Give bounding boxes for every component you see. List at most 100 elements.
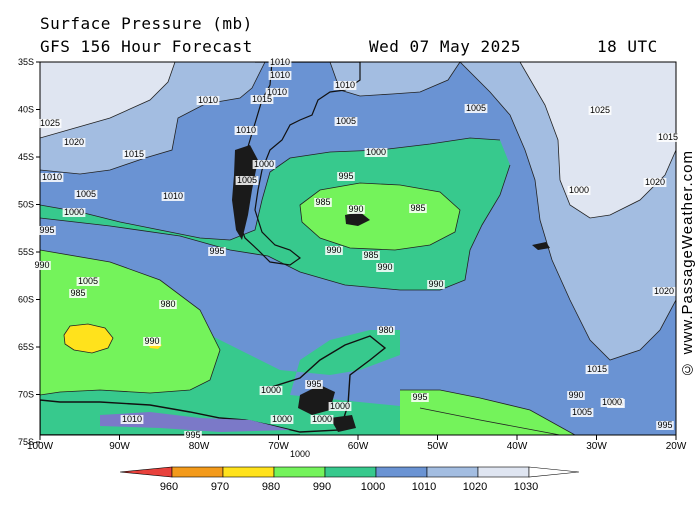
isobar-label-bg [656,133,680,142]
isobar-label-bg [62,208,86,217]
band-970-980 [64,324,113,353]
isobar-label: 1005 [466,103,486,113]
isobar-label: 985 [70,288,85,298]
lon-label: 60W [348,441,369,452]
isobar-label-bg [288,450,312,459]
isobar-label: 995 [412,392,427,402]
isobar-label-bg [656,421,674,430]
isobar-label: 1025 [40,118,60,128]
isobar-label: 995 [185,430,200,440]
lat-label: 70S [18,390,34,400]
isobar-label-bg [234,126,258,135]
isobar-label-bg [122,150,146,159]
colorbar-segment [171,466,224,478]
isobar-label-bg [409,204,427,213]
isobar-label: 1010 [335,80,355,90]
credit-text: © www.PassageWeather.com [679,150,696,378]
isobar-label-bg [411,393,429,402]
isobar-label-bg [364,148,388,157]
lat-label: 35S [18,57,34,67]
isobar-label: 1005 [572,407,592,417]
isobar-label-bg [208,247,226,256]
isobar-label-bg [567,186,591,195]
isobar-label-bg [588,106,612,115]
colorbar-tick-label: 1020 [463,481,487,493]
isobar-label-bg [259,386,283,395]
colorbar-tick-label: 980 [262,481,280,493]
isobar-label: 990 [348,204,363,214]
isobar-label-bg [143,337,161,346]
lon-label: 70W [268,441,289,452]
isobar-label-bg [76,277,100,286]
isobar-label: 985 [315,197,330,207]
isobar-label-bg [38,226,56,235]
isobar-label: 1000 [602,397,622,407]
lat-label: 40S [18,105,34,115]
isobar-label: 1010 [122,414,142,424]
isobar-label: 1010 [267,87,287,97]
isobar-label: 1010 [270,57,290,67]
isobar-label-bg [310,415,334,424]
isobar-label: 990 [144,336,159,346]
forecast-label: GFS 156 Hour Forecast [40,37,253,56]
isobar-label-bg [74,190,98,199]
isobar-label-bg [159,300,177,309]
isobar-label-bg [464,104,488,113]
isobar-label-bg [337,172,355,181]
isobar-label-bg [196,96,220,105]
colorbar-segment [324,466,377,478]
isobar-label: 1010 [163,191,183,201]
isobar-label: 985 [363,250,378,260]
lon-label: 30W [586,441,607,452]
isobar-label-bg [376,263,394,272]
colorbar-tick-label: 1010 [412,481,436,493]
band-1010-1020-north [330,62,460,96]
colorbar-segment [426,466,479,478]
isobar-label: 980 [378,325,393,335]
isobar-labels: 1010101010101010101510101010100510051025… [33,57,680,459]
isobar-label: 1010 [42,172,62,182]
lat-label: 75S [18,437,34,447]
isobar-label: 1005 [76,189,96,199]
lon-label: 90W [109,441,130,452]
isobar-label-bg [314,198,332,207]
isobar-label: 1020 [654,286,674,296]
colorbar-segment [477,466,530,478]
isobar-label: 995 [338,171,353,181]
isobar-label-bg [334,117,358,126]
isobar-label: 1000 [330,401,350,411]
isobar-label: 995 [209,246,224,256]
isobar-label: 1025 [590,105,610,115]
isobar-label: 1015 [587,364,607,374]
isobar-label-bg [268,71,292,80]
isobar-label-bg [567,391,585,400]
isobar-label: 1000 [272,414,292,424]
isobar-label: 1010 [270,70,290,80]
isobar-label: 990 [34,260,49,270]
isobar-label-bg [184,431,202,440]
isobar-label-bg [270,415,294,424]
isobar-label: 1005 [237,175,257,185]
isobar-label: 1015 [252,94,272,104]
isobar-label: 1000 [254,159,274,169]
forecast-time: 18 UTC [597,37,658,56]
colorbar-segment [375,466,428,478]
latitude-labels: 35S 40S 45S 50S 55S 60S 65S 70S 75S [18,57,40,447]
isobar-label: 1015 [124,149,144,159]
isobar-label: 1015 [658,132,678,142]
pressure-colorbar: 960 970 980 990 1000 1010 1020 1030 [119,466,580,493]
band-980-990-west [40,250,220,395]
isobar-label: 1000 [366,147,386,157]
isobar-label: 990 [568,390,583,400]
band-980-990-south [400,390,575,435]
isobar-label: 990 [326,245,341,255]
isobar-label-bg [250,95,274,104]
lon-label: 20W [666,441,687,452]
isobar-label: 1005 [336,116,356,126]
isobars [40,62,676,435]
isobar-label-bg [265,88,289,97]
isobar-label-bg [161,192,185,201]
colorbar-low-arrow [119,466,173,478]
lat-label: 60S [18,295,34,305]
